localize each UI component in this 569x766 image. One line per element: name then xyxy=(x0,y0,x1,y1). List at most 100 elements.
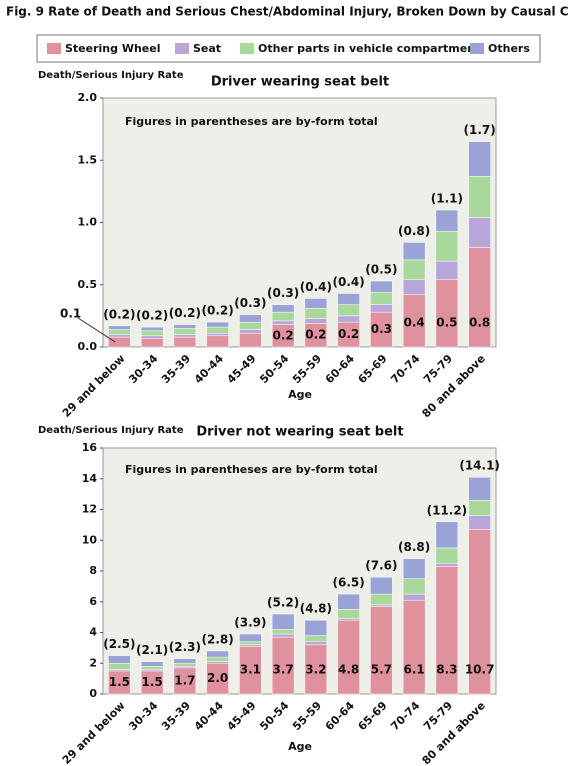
bar-segment xyxy=(304,641,328,646)
total-label: (0.2) xyxy=(202,304,234,318)
y-tick-label: 0.0 xyxy=(78,340,98,353)
total-label: (0.3) xyxy=(234,296,266,310)
bar-segment xyxy=(435,209,459,232)
bar-segment xyxy=(108,655,131,664)
bar-segment xyxy=(108,336,131,348)
value-label: 1.7 xyxy=(174,673,195,687)
total-label: (2.5) xyxy=(103,637,135,651)
value-label: 1.5 xyxy=(109,675,130,689)
total-label: (0.8) xyxy=(398,224,430,238)
value-label: 8.3 xyxy=(436,663,457,677)
bar-segment xyxy=(108,334,131,338)
bar-segment xyxy=(304,308,328,319)
x-tick-label: 65-69 xyxy=(356,699,390,733)
bar-segment xyxy=(402,279,426,295)
total-label: (0.2) xyxy=(169,306,201,320)
bar-segment xyxy=(435,547,459,564)
bar-segment xyxy=(337,609,360,619)
bar-segment xyxy=(271,613,295,630)
x-tick-label: 45-49 xyxy=(225,352,259,386)
annotation: Figures in parentheses are by-form total xyxy=(125,463,378,476)
y-tick-label: 8 xyxy=(89,564,97,577)
bar-segment xyxy=(402,578,426,595)
bar-segment xyxy=(337,315,360,323)
total-label: (0.5) xyxy=(365,263,397,277)
bar-segment xyxy=(370,606,393,695)
plot-area xyxy=(102,97,497,348)
bar-segment xyxy=(140,661,164,667)
value-label: 0.1 xyxy=(60,307,81,321)
x-tick-label: 30-34 xyxy=(126,699,160,733)
y-tick-label: 12 xyxy=(82,503,97,516)
x-axis-title: Age xyxy=(288,740,312,753)
x-tick-label: 50-54 xyxy=(257,699,291,733)
value-label: 0.3 xyxy=(371,322,392,336)
bar-segment xyxy=(370,304,393,313)
y-axis-title: Death/Serious Injury Rate xyxy=(38,70,184,81)
legend-label: Seat xyxy=(193,42,221,55)
x-tick-label: 40-44 xyxy=(192,699,226,733)
y-tick-label: 2.0 xyxy=(78,91,98,104)
figure-title: Fig. 9 Rate of Death and Serious Chest/A… xyxy=(6,5,569,19)
y-tick-label: 2 xyxy=(89,656,97,669)
legend-label: Other parts in vehicle compartment xyxy=(258,42,480,55)
total-label: (0.2) xyxy=(103,307,135,321)
bar-segment xyxy=(271,320,295,325)
bar-segment xyxy=(370,291,393,305)
x-tick-label: 29 and below xyxy=(60,352,128,420)
total-label: (8.8) xyxy=(398,540,430,554)
y-axis-title: Death/Serious Injury Rate xyxy=(38,425,184,436)
bar-segment xyxy=(140,666,164,670)
plot-area xyxy=(102,447,497,695)
y-tick-label: 6 xyxy=(89,595,97,608)
value-label: 5.7 xyxy=(371,663,392,677)
x-tick-label: 65-69 xyxy=(356,352,390,386)
bar-segment xyxy=(271,629,295,635)
bar-segment xyxy=(468,476,491,501)
bar-segment xyxy=(402,599,426,695)
value-label: 3.7 xyxy=(272,663,293,677)
bar-segment xyxy=(468,176,491,218)
bar-segment xyxy=(337,293,360,305)
bar-segment xyxy=(206,335,229,348)
bar-segment xyxy=(108,325,131,330)
bar-segment xyxy=(206,333,229,337)
legend-label: Steering Wheel xyxy=(65,42,161,55)
bar-segment xyxy=(271,633,295,638)
x-tick-label: 50-54 xyxy=(257,352,291,386)
annotation: Figures in parentheses are by-form total xyxy=(125,115,378,128)
total-label: (14.1) xyxy=(459,459,500,473)
y-tick-label: 1.0 xyxy=(78,216,98,229)
total-label: (5.2) xyxy=(267,596,299,610)
legend-swatch xyxy=(47,43,61,54)
bar-segment xyxy=(468,500,491,516)
x-tick-label: 35-39 xyxy=(159,699,193,733)
chart-title: Driver wearing seat belt xyxy=(211,75,389,90)
value-label: 10.7 xyxy=(465,663,495,677)
bar-segment xyxy=(239,633,262,642)
y-tick-label: 16 xyxy=(82,441,98,454)
bar-segment xyxy=(271,311,295,322)
value-label: 0.5 xyxy=(436,316,457,330)
x-tick-label: 70-74 xyxy=(388,699,422,733)
bar-segment xyxy=(173,334,197,338)
bar-segment xyxy=(435,563,459,567)
bar-segment xyxy=(173,328,197,335)
total-label: (2.3) xyxy=(169,640,201,654)
bar-segment xyxy=(239,641,262,646)
value-label: 0.2 xyxy=(338,327,359,341)
bar-segment xyxy=(337,304,360,317)
x-tick-label: 70-74 xyxy=(388,352,422,386)
bar-segment xyxy=(370,280,393,293)
legend-label: Others xyxy=(488,42,530,55)
bar-segment xyxy=(468,217,491,248)
x-tick-label: 60-64 xyxy=(323,352,357,386)
bar-segment xyxy=(239,329,262,334)
bar-segment xyxy=(435,521,459,549)
bar-segment xyxy=(402,242,426,261)
total-label: (0.4) xyxy=(300,280,332,294)
value-label: 4.8 xyxy=(338,663,359,677)
bar-segment xyxy=(173,324,197,329)
bar-segment xyxy=(337,593,360,610)
